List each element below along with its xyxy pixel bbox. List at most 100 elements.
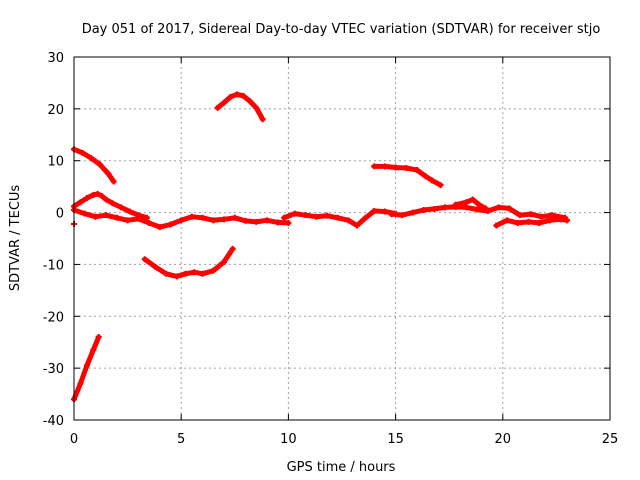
data-point (96, 161, 103, 168)
x-tick-label: 0 (70, 432, 78, 447)
data-point (173, 273, 180, 280)
plot-frame (73, 56, 611, 421)
data-point (83, 362, 90, 369)
y-axis-label: SDTVAR / TECUs (8, 185, 23, 292)
data-point (242, 217, 249, 224)
x-tick-labels: 0 5 10 15 20 25 (70, 432, 618, 447)
data-point (135, 215, 142, 222)
data-point (281, 214, 288, 221)
series-arc-high-right (371, 163, 444, 189)
x-axis-label: GPS time / hours (287, 460, 396, 475)
data-point (371, 208, 378, 215)
y-tick-label: 20 (47, 103, 64, 118)
series-arc-mid-start (71, 190, 150, 221)
data-point (210, 267, 217, 274)
data-point (94, 190, 101, 197)
data-point (429, 177, 436, 184)
data-point (253, 218, 260, 225)
data-point (105, 170, 112, 177)
data-point (452, 201, 459, 208)
y-tick-label: 30 (47, 51, 64, 66)
series-arc-high-mid (214, 91, 266, 123)
data-point (191, 269, 198, 276)
data-point (441, 204, 448, 211)
data-point (118, 204, 125, 211)
data-point (156, 224, 163, 231)
data-point (233, 91, 240, 98)
data-point (516, 212, 523, 219)
data-point (514, 219, 521, 226)
data-point (221, 216, 228, 223)
data-point (126, 208, 133, 215)
data-point (345, 217, 352, 224)
data-point (388, 211, 395, 218)
data-point (506, 205, 513, 212)
x-tick-label: 15 (387, 432, 404, 447)
data-point (103, 196, 110, 203)
series-arc-peak-right (452, 196, 489, 212)
data-point (463, 204, 470, 211)
data-point (90, 346, 97, 353)
data-point (240, 92, 247, 99)
data-point (90, 191, 97, 198)
series-arc-lower-right (493, 216, 571, 229)
data-point (334, 214, 341, 221)
data-point (302, 212, 309, 219)
data-point (263, 217, 270, 224)
data-point (371, 163, 378, 170)
ticks (73, 56, 611, 421)
grid (74, 57, 610, 420)
series-arc-low-mid (141, 245, 236, 280)
data-points (71, 91, 571, 403)
data-point (88, 155, 95, 162)
series-arc-base-3 (388, 203, 568, 221)
y-tick-labels: -40 -30 -20 -10 0 10 20 30 (43, 51, 64, 429)
data-point (152, 264, 159, 271)
data-point (178, 217, 185, 224)
data-point (354, 222, 361, 229)
data-point (414, 167, 421, 174)
data-point (227, 93, 234, 100)
data-point (536, 219, 543, 226)
data-point (274, 219, 281, 226)
data-point (463, 199, 470, 206)
data-point (199, 270, 206, 277)
data-point (469, 196, 476, 203)
data-point (291, 210, 298, 217)
data-point (83, 195, 90, 202)
data-point (246, 98, 253, 105)
data-point (95, 334, 102, 341)
data-point (221, 99, 228, 106)
data-point (527, 211, 534, 218)
data-point (437, 182, 444, 189)
data-point (381, 208, 388, 215)
data-point (495, 204, 502, 211)
data-point (229, 245, 236, 252)
data-point (113, 214, 120, 221)
x-tick-label: 5 (177, 432, 185, 447)
data-point (98, 192, 105, 199)
data-point (504, 217, 511, 224)
series-arc-low-start (71, 334, 102, 403)
data-point (431, 205, 438, 212)
data-point (77, 199, 84, 206)
x-tick-label: 25 (602, 432, 619, 447)
data-point (77, 380, 84, 387)
data-point (146, 219, 153, 226)
data-point (163, 270, 170, 277)
data-point (381, 163, 388, 170)
series-arc-base-2 (281, 208, 399, 229)
data-point (199, 214, 206, 221)
data-point (92, 213, 99, 220)
data-point (362, 214, 369, 221)
series-trace (142, 246, 236, 279)
data-point (124, 217, 131, 224)
data-point (313, 213, 320, 220)
data-point (103, 212, 110, 219)
series-arc-base-1 (71, 206, 292, 231)
data-point (182, 270, 189, 277)
data-point (231, 214, 238, 221)
data-point (285, 219, 292, 226)
data-point (110, 178, 117, 185)
